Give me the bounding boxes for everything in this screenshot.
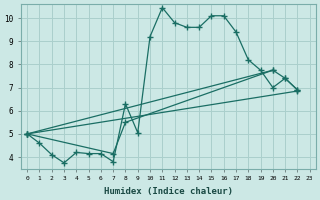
X-axis label: Humidex (Indice chaleur): Humidex (Indice chaleur) xyxy=(104,187,233,196)
